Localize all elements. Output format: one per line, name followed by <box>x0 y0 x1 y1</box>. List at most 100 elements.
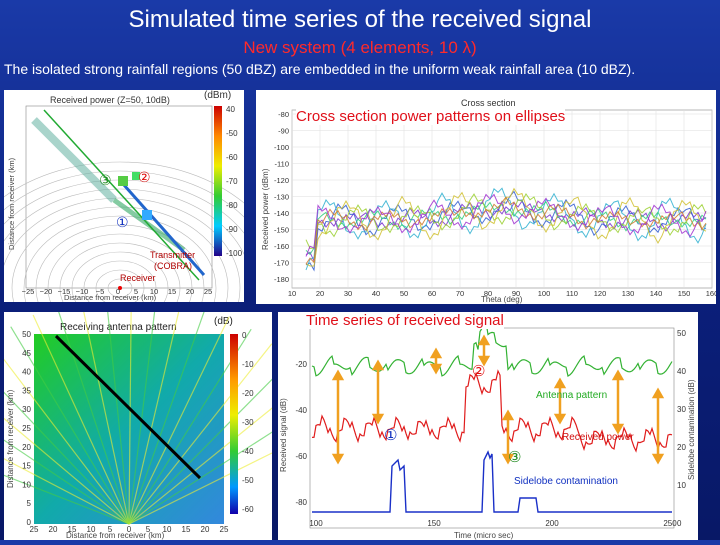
antenna-x-tick: 10 <box>87 525 96 534</box>
cross-section-ylabel: Received power (dBm) <box>261 168 270 250</box>
antenna-y-tick: 5 <box>27 499 32 508</box>
cross-section-y-tick: -100 <box>274 143 289 152</box>
cross-section-x-tick: 20 <box>316 289 324 298</box>
antenna-pattern-map: Receiving antenna pattern (dB) 0 -10 -20 -3… <box>0 294 336 540</box>
rx-colorbar-tick: -80 <box>226 201 238 210</box>
rx-colorbar-tick: -50 <box>226 129 238 138</box>
cross-section-y-tick: -170 <box>274 259 289 268</box>
antenna-x-tick: 25 <box>220 525 229 534</box>
cross-section-y-tick: -150 <box>274 226 289 235</box>
antenna-x-tick: 5 <box>108 525 113 534</box>
antenna-x-tick: 20 <box>201 525 210 534</box>
antenna-y-tick: 25 <box>22 424 31 433</box>
ts-y-tick: -20 <box>295 360 307 369</box>
rx-colorbar-tick: -60 <box>226 153 238 162</box>
cross-section-x-tick: 50 <box>400 289 408 298</box>
ts-curve <box>311 320 673 377</box>
ts-y-tick: -40 <box>295 406 307 415</box>
transmitter-label: Transmitter (COBRA) <box>150 250 195 271</box>
antenna-x-tick: 25 <box>30 525 39 534</box>
cross-section-x-tick: 60 <box>428 289 436 298</box>
time-series-overlay-label: Time series of received signal <box>306 312 504 329</box>
antenna-units: (dB) <box>214 316 233 327</box>
receiver-label: Receiver <box>120 273 156 283</box>
ts-y2-tick: 0 <box>677 519 682 528</box>
ts-x-tick: 100 <box>309 519 323 528</box>
rx-x-tick: −15 <box>58 287 71 296</box>
rx-x-tick: 15 <box>168 287 176 296</box>
rx-colorbar-tick: 40 <box>226 105 235 114</box>
sidelobe-label: Sidelobe contamination <box>514 476 618 487</box>
slide-title: Simulated time series of the received si… <box>128 6 592 33</box>
cross-section-y-tick: -90 <box>278 127 289 136</box>
rx-x-tick: 5 <box>134 287 138 296</box>
cross-section-y-tick: -180 <box>274 275 289 284</box>
antenna-colorbar-tick: -10 <box>242 360 254 369</box>
antenna-y-tick: 35 <box>22 386 31 395</box>
cross-section-y-tick: -140 <box>274 209 289 218</box>
antenna-y-tick: 45 <box>22 349 31 358</box>
ts-y2-tick: 20 <box>677 443 686 452</box>
time-series-panel: -20 -40 -60 -80 50 40 30 20 10 0 100 150 200 250 An… <box>278 312 698 540</box>
cross-section-overlay-label: Cross section power patterns on ellipses <box>296 108 566 125</box>
cross-section-x-tick: 110 <box>566 289 578 298</box>
rx-x-tick: −10 <box>76 287 89 296</box>
cross-section-x-tick: 90 <box>512 289 520 298</box>
ts-y-tick: -60 <box>295 452 307 461</box>
rx-x-tick: −20 <box>40 287 53 296</box>
rx-x-tick: −5 <box>96 287 105 296</box>
rx-power-title: Received power (Z=50, 10dB) <box>50 95 170 105</box>
cross-section-x-tick: 10 <box>288 289 296 298</box>
ts-marker-2: ② <box>472 363 485 380</box>
cross-section-curve <box>305 200 707 256</box>
ts-y-tick: -80 <box>295 498 307 507</box>
cross-section-x-tick: 140 <box>650 289 663 298</box>
marker-2: ② <box>138 169 151 185</box>
ts-curve <box>312 450 672 513</box>
antenna-x-tick: 5 <box>146 525 151 534</box>
cross-section-panel: Cross section -80 -90 -100 -110 -120 -130 -140… <box>256 90 718 304</box>
rx-x-tick: 20 <box>186 287 194 296</box>
antenna-pattern-panel: Receiving antenna pattern (dB) 0 -10 -20 -3… <box>0 294 336 540</box>
cross-section-x-tick: 130 <box>622 289 635 298</box>
cross-section-x-tick: 70 <box>456 289 464 298</box>
ts-xlabel: Time (micro sec) <box>454 531 514 540</box>
ts-x-tick: 200 <box>545 519 559 528</box>
ts-marker-3: ③ <box>508 449 521 466</box>
rx-x-tick: 0 <box>116 287 120 296</box>
antenna-x-tick: 20 <box>49 525 58 534</box>
antenna-x-tick: 0 <box>127 525 132 534</box>
cross-section-x-tick: 160 <box>706 289 716 298</box>
receiver-icon <box>118 286 122 290</box>
cross-section-chart: Cross section -80 -90 -100 -110 -120 -130 -140… <box>261 98 718 304</box>
slide-subtitle: New system (4 elements, 10 λ) <box>243 38 477 57</box>
rx-x-tick: −25 <box>22 287 35 296</box>
rx-colorbar-tick: -100 <box>226 249 243 258</box>
ts-x-tick: 250 <box>663 519 677 528</box>
cross-section-x-tick: 100 <box>538 289 551 298</box>
antenna-colorbar-tick: 0 <box>242 331 247 340</box>
antenna-x-tick: 15 <box>182 525 191 534</box>
antenna-colorbar-tick: -20 <box>242 389 254 398</box>
antenna-colorbar-tick: -30 <box>242 418 254 427</box>
cross-section-y-tick: -160 <box>274 242 289 251</box>
antenna-y-tick: 50 <box>22 330 31 339</box>
ts-marker-1: ① <box>384 427 397 444</box>
cross-section-x-tick: 40 <box>372 289 380 298</box>
antenna-colorbar-tick: -40 <box>242 447 254 456</box>
slide-description: The isolated strong rainfall regions (50… <box>4 61 636 77</box>
rx-colorbar-tick: -90 <box>226 225 238 234</box>
antenna-colorbar <box>230 334 238 514</box>
cross-section-curve <box>305 193 707 257</box>
rx-power-units: (dBm) <box>204 90 231 101</box>
received-power-label: Received power <box>562 432 634 443</box>
antenna-y-tick: 20 <box>22 443 31 452</box>
cross-section-y-tick: -80 <box>278 110 289 119</box>
cross-section-x-tick: 80 <box>484 289 492 298</box>
cross-section-y-tick: -110 <box>275 160 289 169</box>
antenna-x-tick: 15 <box>68 525 77 534</box>
ts-ylabel: Received signal (dB) <box>279 398 288 472</box>
cross-section-title: Cross section <box>461 98 516 108</box>
cross-section-x-tick: 30 <box>344 289 352 298</box>
